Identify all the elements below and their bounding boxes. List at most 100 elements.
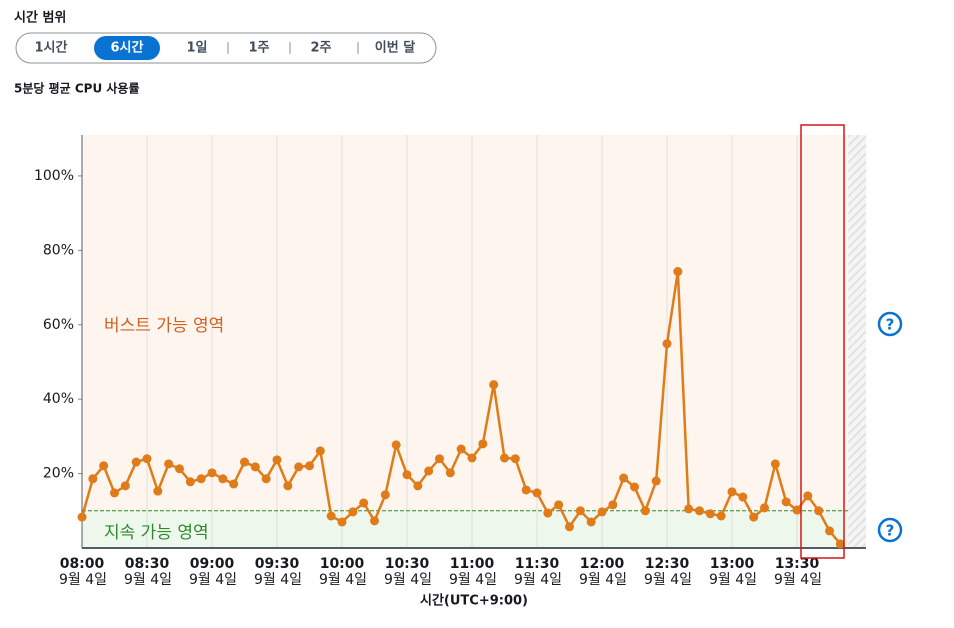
y-tick-label: 40%	[43, 391, 74, 407]
point	[413, 481, 423, 491]
chart-title: 5분당 평균 CPU 사용률	[14, 81, 140, 96]
y-tick-label: 80%	[43, 242, 74, 258]
x-tick-label: 08:00	[60, 556, 105, 572]
point	[77, 512, 87, 522]
point	[261, 474, 271, 484]
point	[110, 488, 119, 498]
range-button[interactable]: 1시간	[35, 40, 68, 56]
point	[326, 511, 336, 521]
point	[120, 481, 130, 491]
range-button[interactable]: 2주	[310, 41, 331, 56]
point	[770, 459, 780, 469]
annotation: 지속 가능 영역	[104, 523, 209, 543]
point	[99, 461, 109, 471]
point	[586, 517, 596, 527]
x-tick-label: 13:00	[710, 556, 755, 572]
point	[640, 506, 650, 516]
y-tick-label: 20%	[43, 466, 74, 482]
point	[489, 380, 499, 390]
point	[164, 459, 174, 469]
point	[478, 439, 488, 449]
x-tick-date: 9월 4일	[319, 572, 367, 588]
point	[283, 481, 293, 491]
x-tick-date: 9월 4일	[449, 572, 497, 588]
x-tick-label: 10:30	[385, 556, 430, 572]
point	[467, 453, 477, 463]
point	[88, 474, 98, 484]
annotation: 버스트 가능 영역	[104, 316, 224, 336]
x-tick-date: 9월 4일	[189, 572, 237, 588]
point	[835, 539, 845, 549]
future-area	[848, 135, 866, 548]
point	[705, 509, 715, 519]
point	[532, 488, 542, 498]
range-button[interactable]: 6시간	[111, 40, 144, 56]
point	[229, 479, 239, 489]
point	[630, 482, 639, 492]
point	[218, 474, 228, 484]
range-button[interactable]: 1주	[248, 41, 269, 56]
help-icon[interactable]: ?	[877, 311, 903, 337]
point	[359, 498, 369, 508]
point	[196, 474, 206, 484]
x-tick-date: 9월 4일	[124, 572, 172, 588]
point	[142, 454, 152, 464]
point	[825, 526, 834, 536]
point	[684, 504, 694, 514]
point	[543, 508, 553, 518]
point	[305, 461, 314, 471]
point	[651, 476, 661, 486]
point	[673, 267, 683, 277]
point	[565, 522, 574, 532]
point	[207, 468, 217, 478]
point	[240, 457, 249, 467]
x-tick-date: 9월 4일	[644, 572, 692, 588]
point	[716, 511, 726, 521]
point	[337, 517, 347, 527]
x-tick-label: 11:00	[450, 556, 495, 572]
range-button[interactable]: 1일	[186, 41, 207, 56]
point	[456, 444, 466, 454]
x-tick-label: 11:30	[515, 556, 560, 572]
point	[619, 473, 629, 483]
x-tick-date: 9월 4일	[59, 572, 107, 588]
point	[272, 455, 282, 465]
point	[575, 506, 585, 516]
point	[738, 492, 748, 502]
x-tick-date: 9월 4일	[384, 572, 432, 588]
point	[315, 446, 325, 456]
x-axis-label: 시간(UTC+9:00)	[420, 593, 528, 609]
x-tick-date: 9월 4일	[774, 572, 822, 588]
point	[185, 477, 195, 487]
y-tick-label: 60%	[43, 317, 74, 333]
x-tick-label: 13:30	[775, 556, 820, 572]
point	[781, 497, 791, 507]
highlight-box	[800, 124, 845, 559]
x-tick-label: 10:00	[320, 556, 365, 572]
help-text[interactable]: ?	[886, 522, 895, 540]
point	[175, 464, 184, 474]
point	[435, 454, 444, 464]
selected-button[interactable]	[94, 36, 160, 60]
point	[597, 507, 607, 517]
x-tick-label: 09:30	[255, 556, 300, 572]
range-label: 시간 범위	[14, 10, 66, 26]
x-tick-label: 09:00	[190, 556, 235, 572]
point	[814, 506, 824, 516]
x-tick-date: 9월 4일	[514, 572, 562, 588]
point	[402, 470, 412, 480]
x-tick-date: 9월 4일	[709, 572, 757, 588]
range-button[interactable]: 이번 달	[375, 40, 415, 56]
point	[727, 487, 737, 497]
point	[445, 468, 455, 478]
help-text[interactable]: ?	[886, 316, 895, 334]
point	[792, 505, 802, 515]
x-tick-label: 08:30	[125, 556, 170, 572]
help-icon[interactable]: ?	[877, 517, 903, 543]
point	[510, 454, 520, 464]
point	[380, 490, 390, 500]
point	[294, 462, 304, 472]
x-tick-label: 12:30	[645, 556, 690, 572]
point	[803, 491, 813, 501]
